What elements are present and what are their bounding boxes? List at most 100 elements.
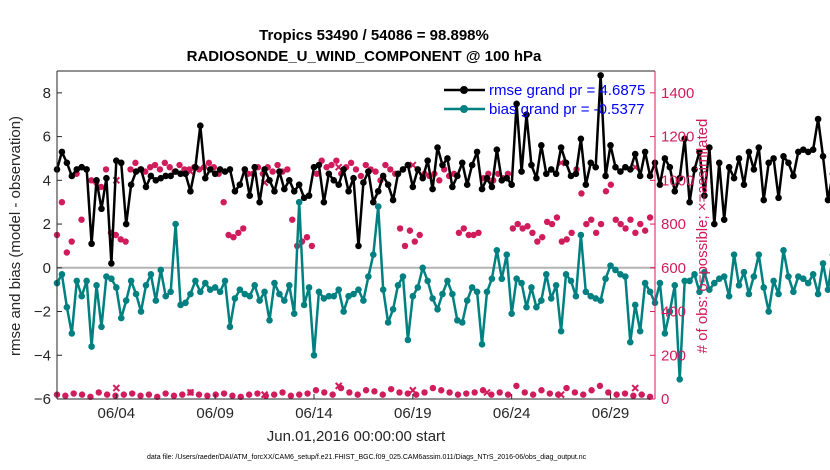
obs-possible-marker	[354, 391, 361, 398]
rmse-point	[281, 185, 288, 193]
rmse-point	[434, 144, 441, 151]
y-left-tick-label: 8	[43, 85, 51, 102]
bias-point	[261, 288, 268, 296]
rmse-point	[147, 172, 155, 180]
bias-point	[824, 286, 830, 293]
obs-possible-marker	[362, 161, 369, 169]
rmse-point	[300, 194, 308, 202]
obs-possible-marker	[475, 229, 482, 237]
rmse-point	[720, 216, 728, 223]
rmse-point	[132, 168, 140, 175]
rmse-point	[285, 177, 293, 184]
bias-point	[458, 319, 466, 326]
obs-possible-marker	[543, 218, 551, 226]
bias-point	[266, 316, 273, 324]
rmse-point	[404, 161, 412, 169]
obs-possible-marker	[78, 391, 86, 398]
rmse-point	[804, 148, 812, 156]
bias-point	[804, 279, 812, 287]
rmse-point	[755, 144, 763, 151]
obs-possible-marker	[151, 161, 159, 169]
rmse-point	[310, 163, 318, 171]
rmse-point	[330, 177, 338, 184]
obs-possible-marker	[117, 236, 124, 243]
bias-point	[340, 308, 347, 315]
bias-point	[201, 279, 209, 287]
y-axis-right-ticks: 0 200 400 600 800 1000 1200 1400	[650, 85, 694, 408]
bias-point	[147, 271, 155, 278]
obs-possible-marker	[179, 391, 186, 398]
bias-point	[276, 290, 283, 298]
rmse-point	[103, 174, 110, 182]
rmse-point	[622, 163, 629, 171]
bias-point	[636, 327, 644, 335]
obs-possible-marker	[220, 390, 228, 397]
bias-point	[295, 198, 303, 206]
x-tick-label: 06/14	[295, 405, 333, 422]
obs-assimilated-marker	[483, 388, 491, 397]
obs-possible-marker	[287, 392, 295, 399]
bias-point	[770, 277, 777, 285]
rmse-point	[93, 177, 100, 184]
obs-possible-marker	[630, 392, 637, 399]
bias-point	[676, 376, 684, 383]
rmse-point	[706, 144, 713, 151]
obs-possible-marker	[146, 164, 154, 171]
bias-point	[646, 288, 654, 296]
bias-point	[562, 271, 570, 278]
bias-point	[602, 275, 609, 283]
obs-possible-marker	[637, 220, 644, 228]
bias-point	[666, 308, 674, 315]
obs-possible-marker	[496, 389, 503, 396]
rmse-point	[251, 163, 258, 171]
rmse-point	[350, 174, 357, 182]
obs-possible-marker	[88, 177, 95, 184]
bias-point	[103, 273, 110, 280]
obs-possible-marker	[303, 233, 311, 241]
rmse-point	[88, 240, 95, 248]
bias-point	[720, 273, 728, 280]
bias-point	[809, 271, 817, 278]
bias-point	[740, 268, 748, 276]
bias-point	[592, 295, 599, 302]
rmse-point	[113, 157, 120, 164]
y-left-tick-label: 0	[43, 260, 51, 277]
bias-point	[434, 306, 441, 313]
obs-possible-marker	[627, 216, 634, 223]
obs-possible-marker	[416, 231, 423, 239]
bias-point	[686, 277, 693, 285]
bias-point	[369, 251, 377, 258]
obs-possible-marker	[563, 384, 570, 392]
rmse-point	[384, 181, 392, 189]
obs-possible-marker	[622, 225, 629, 232]
bias-point	[701, 268, 708, 276]
obs-possible-marker	[112, 392, 119, 399]
obs-possible-marker	[596, 382, 604, 390]
obs-possible-marker	[597, 220, 605, 228]
obs-possible-marker	[387, 166, 394, 173]
obs-possible-marker	[529, 391, 537, 398]
rmse-point	[369, 198, 377, 206]
rmse-point	[142, 183, 150, 191]
rmse-point	[686, 198, 693, 206]
y-left-tick-label: 6	[43, 129, 51, 146]
rmse-point	[691, 166, 698, 173]
obs-assimilated-marker	[557, 390, 565, 399]
bias-point	[365, 273, 372, 280]
y-left-tick-label: 2	[43, 216, 51, 233]
rmse-point	[63, 159, 71, 167]
obs-possible-marker	[632, 229, 639, 237]
obs-possible-marker	[63, 249, 71, 256]
rmse-point	[696, 148, 703, 156]
bias-point	[404, 336, 412, 344]
obs-possible-marker	[382, 161, 389, 169]
x-tick-label: 06/19	[394, 405, 432, 422]
bias-point	[780, 247, 787, 254]
y-right-tick-label: 600	[661, 260, 686, 277]
rmse-point	[740, 181, 748, 189]
rmse-point	[256, 198, 263, 206]
rmse-point	[73, 166, 81, 173]
obs-possible-marker	[488, 391, 495, 398]
obs-possible-marker	[156, 166, 164, 173]
obs-possible-marker	[122, 238, 129, 245]
